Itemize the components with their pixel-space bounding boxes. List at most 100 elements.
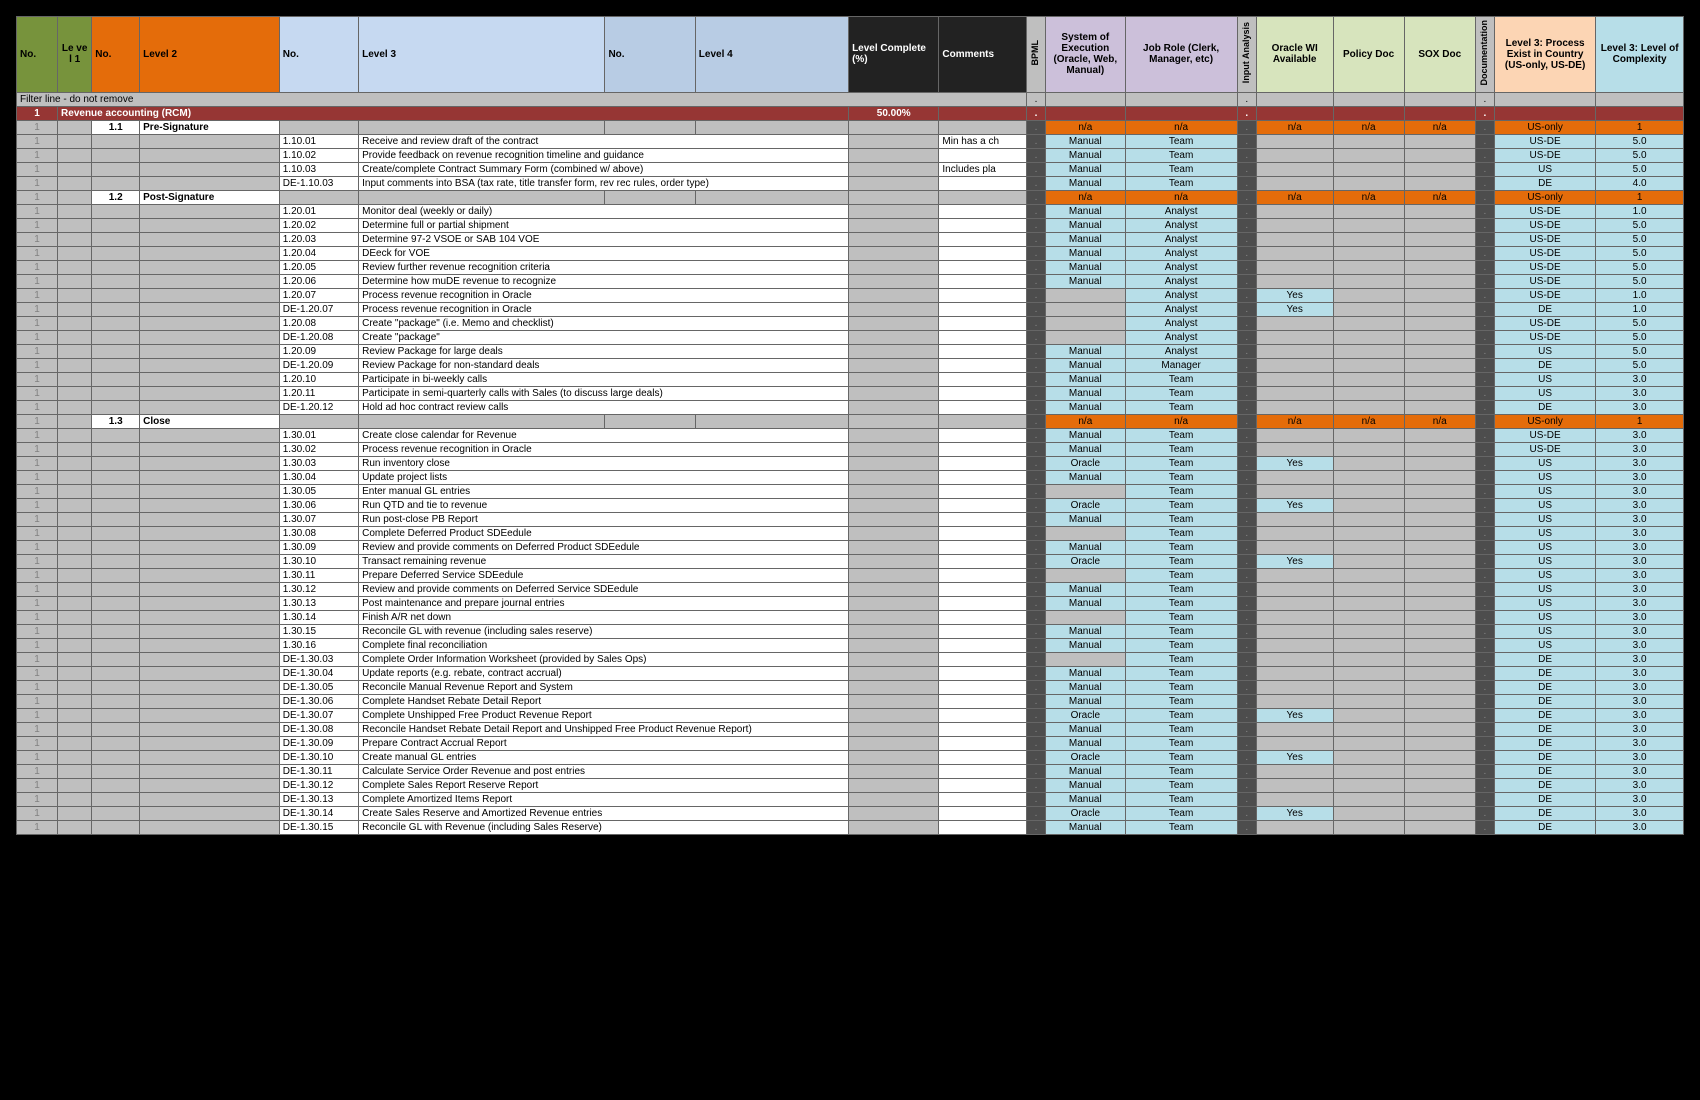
- cell-no1: 1: [17, 736, 58, 750]
- cell-comments: [939, 792, 1027, 806]
- cell-lvl1: [58, 344, 92, 358]
- data-row[interactable]: 11.30.10Transact remaining revenue.Oracl…: [17, 554, 1684, 568]
- data-row[interactable]: 11.10.03Create/complete Contract Summary…: [17, 162, 1684, 176]
- cell-role: Analyst: [1125, 232, 1237, 246]
- hdr-lvl2[interactable]: Level 2: [140, 17, 280, 93]
- cell-owi: [1256, 582, 1333, 596]
- data-row[interactable]: 11.20.10Participate in bi-weekly calls.M…: [17, 372, 1684, 386]
- data-row[interactable]: 11.30.04Update project lists.ManualTeam.…: [17, 470, 1684, 484]
- hdr-lvl3[interactable]: Level 3: [359, 17, 605, 93]
- cell-exist: US: [1494, 498, 1595, 512]
- data-row[interactable]: 11.30.12Review and provide comments on D…: [17, 582, 1684, 596]
- data-row[interactable]: 1DE-1.30.15Reconcile GL with Revenue (in…: [17, 820, 1684, 834]
- cell-complexity: 5.0: [1596, 148, 1684, 162]
- data-row[interactable]: 1DE-1.30.10Create manual GL entries.Orac…: [17, 750, 1684, 764]
- hdr-sox[interactable]: SOX Doc: [1404, 17, 1475, 93]
- data-row[interactable]: 1DE-1.30.13Complete Amortized Items Repo…: [17, 792, 1684, 806]
- data-row[interactable]: 11.30.02Process revenue recognition in O…: [17, 442, 1684, 456]
- hdr-no2[interactable]: No.: [92, 17, 140, 93]
- cell-owi: n/a: [1256, 190, 1333, 204]
- data-row[interactable]: 11.20.01Monitor deal (weekly or daily).M…: [17, 204, 1684, 218]
- hdr-cmt[interactable]: Comments: [939, 17, 1027, 93]
- data-row[interactable]: 1DE-1.20.09Review Package for non-standa…: [17, 358, 1684, 372]
- hdr-exist[interactable]: Level 3: Process Exist in Country (US-on…: [1494, 17, 1595, 93]
- cell-exist: US: [1494, 554, 1595, 568]
- hdr-ia[interactable]: Input Analysis: [1237, 17, 1256, 93]
- data-row[interactable]: 1DE-1.20.08Create "package".Analyst..US-…: [17, 330, 1684, 344]
- cell-no2: [92, 302, 140, 316]
- data-row[interactable]: 11.20.08Create "package" (i.e. Memo and …: [17, 316, 1684, 330]
- hdr-doc[interactable]: Documentation: [1475, 17, 1494, 93]
- data-row[interactable]: 1DE-1.30.06Complete Handset Rebate Detai…: [17, 694, 1684, 708]
- cell-lvl1: [58, 610, 92, 624]
- data-row[interactable]: 11.20.07Process revenue recognition in O…: [17, 288, 1684, 302]
- cell-lvl2: [140, 666, 280, 680]
- data-row[interactable]: 1DE-1.30.07Complete Unshipped Free Produ…: [17, 708, 1684, 722]
- data-row[interactable]: 1DE-1.30.05Reconcile Manual Revenue Repo…: [17, 680, 1684, 694]
- spacer: [1596, 92, 1684, 106]
- cell-pct: [849, 204, 939, 218]
- hdr-bpml[interactable]: BPML: [1026, 17, 1045, 93]
- cell-lvl3: Update project lists: [359, 470, 849, 484]
- cell-lvl3: Process revenue recognition in Oracle: [359, 288, 849, 302]
- cell-comments: [939, 638, 1027, 652]
- data-row[interactable]: 11.30.11Prepare Deferred Service SDEedul…: [17, 568, 1684, 582]
- cell-lvl3: Prepare Contract Accrual Report: [359, 736, 849, 750]
- data-row[interactable]: 11.2Post-Signature.n/an/a.n/an/an/a.US-o…: [17, 190, 1684, 204]
- data-row[interactable]: 11.10.02Provide feedback on revenue reco…: [17, 148, 1684, 162]
- data-row[interactable]: 1DE-1.30.12Complete Sales Report Reserve…: [17, 778, 1684, 792]
- cell-no3: 1.20.04: [279, 246, 358, 260]
- data-row[interactable]: 11.30.01Create close calendar for Revenu…: [17, 428, 1684, 442]
- hdr-no4[interactable]: No.: [605, 17, 695, 93]
- data-row[interactable]: 11.30.14Finish A/R net down.Team..US3.0: [17, 610, 1684, 624]
- data-row[interactable]: 11.10.01Receive and review draft of the …: [17, 134, 1684, 148]
- data-row[interactable]: 11.30.16Complete final reconciliation.Ma…: [17, 638, 1684, 652]
- data-row[interactable]: 1DE-1.30.09Prepare Contract Accrual Repo…: [17, 736, 1684, 750]
- spacer: .: [1475, 470, 1494, 484]
- data-row[interactable]: 11.3Close.n/an/a.n/an/an/a.US-only1: [17, 414, 1684, 428]
- data-row[interactable]: 11.20.05Review further revenue recogniti…: [17, 260, 1684, 274]
- cell-lvl2: [140, 708, 280, 722]
- cell-no2: [92, 512, 140, 526]
- hdr-no3[interactable]: No.: [279, 17, 358, 93]
- hdr-owi[interactable]: Oracle WI Available: [1256, 17, 1333, 93]
- data-row[interactable]: 11.30.08Complete Deferred Product SDEedu…: [17, 526, 1684, 540]
- data-row[interactable]: 1DE-1.30.11Calculate Service Order Reven…: [17, 764, 1684, 778]
- data-row[interactable]: 11.20.09Review Package for large deals.M…: [17, 344, 1684, 358]
- data-row[interactable]: 1DE-1.30.04Update reports (e.g. rebate, …: [17, 666, 1684, 680]
- data-row[interactable]: 11.20.06Determine how muDE revenue to re…: [17, 274, 1684, 288]
- hdr-sys[interactable]: System of Execution (Oracle, Web, Manual…: [1046, 17, 1125, 93]
- data-row[interactable]: 1DE-1.20.12Hold ad hoc contract review c…: [17, 400, 1684, 414]
- cell-pol: [1333, 596, 1404, 610]
- data-row[interactable]: 11.30.03Run inventory close.OracleTeam.Y…: [17, 456, 1684, 470]
- data-row[interactable]: 11.20.11Participate in semi-quarterly ca…: [17, 386, 1684, 400]
- data-row[interactable]: 1DE-1.30.03Complete Order Information Wo…: [17, 652, 1684, 666]
- cell-pct: [849, 274, 939, 288]
- hdr-pct[interactable]: Level Complete (%): [849, 17, 939, 93]
- data-row[interactable]: 11.20.02Determine full or partial shipme…: [17, 218, 1684, 232]
- data-row[interactable]: 11.20.04DEeck for VOE.ManualAnalyst..US-…: [17, 246, 1684, 260]
- hdr-no1[interactable]: No.: [17, 17, 58, 93]
- cell-sox: [1404, 568, 1475, 582]
- hdr-cmplx[interactable]: Level 3: Level of Complexity: [1596, 17, 1684, 93]
- spacer: .: [1026, 708, 1045, 722]
- data-row[interactable]: 1DE-1.30.14Create Sales Reserve and Amor…: [17, 806, 1684, 820]
- data-row[interactable]: 11.1Pre-Signature.n/an/a.n/an/an/a.US-on…: [17, 120, 1684, 134]
- hdr-lvl1[interactable]: Le ve l 1: [58, 17, 92, 93]
- data-row[interactable]: 11.30.05Enter manual GL entries.Team..US…: [17, 484, 1684, 498]
- cell-pol: [1333, 666, 1404, 680]
- data-row[interactable]: 1DE-1.10.03Input comments into BSA (tax …: [17, 176, 1684, 190]
- data-row[interactable]: 1DE-1.20.07Process revenue recognition i…: [17, 302, 1684, 316]
- cell-sys: Manual: [1046, 372, 1125, 386]
- cell-complexity: 1.0: [1596, 288, 1684, 302]
- hdr-pol[interactable]: Policy Doc: [1333, 17, 1404, 93]
- data-row[interactable]: 11.30.13Post maintenance and prepare jou…: [17, 596, 1684, 610]
- data-row[interactable]: 1DE-1.30.08Reconcile Handset Rebate Deta…: [17, 722, 1684, 736]
- data-row[interactable]: 11.30.07Run post-close PB Report.ManualT…: [17, 512, 1684, 526]
- hdr-role[interactable]: Job Role (Clerk, Manager, etc): [1125, 17, 1237, 93]
- data-row[interactable]: 11.30.09Review and provide comments on D…: [17, 540, 1684, 554]
- data-row[interactable]: 11.30.15Reconcile GL with revenue (inclu…: [17, 624, 1684, 638]
- data-row[interactable]: 11.20.03Determine 97-2 VSOE or SAB 104 V…: [17, 232, 1684, 246]
- data-row[interactable]: 11.30.06Run QTD and tie to revenue.Oracl…: [17, 498, 1684, 512]
- hdr-lvl4[interactable]: Level 4: [695, 17, 848, 93]
